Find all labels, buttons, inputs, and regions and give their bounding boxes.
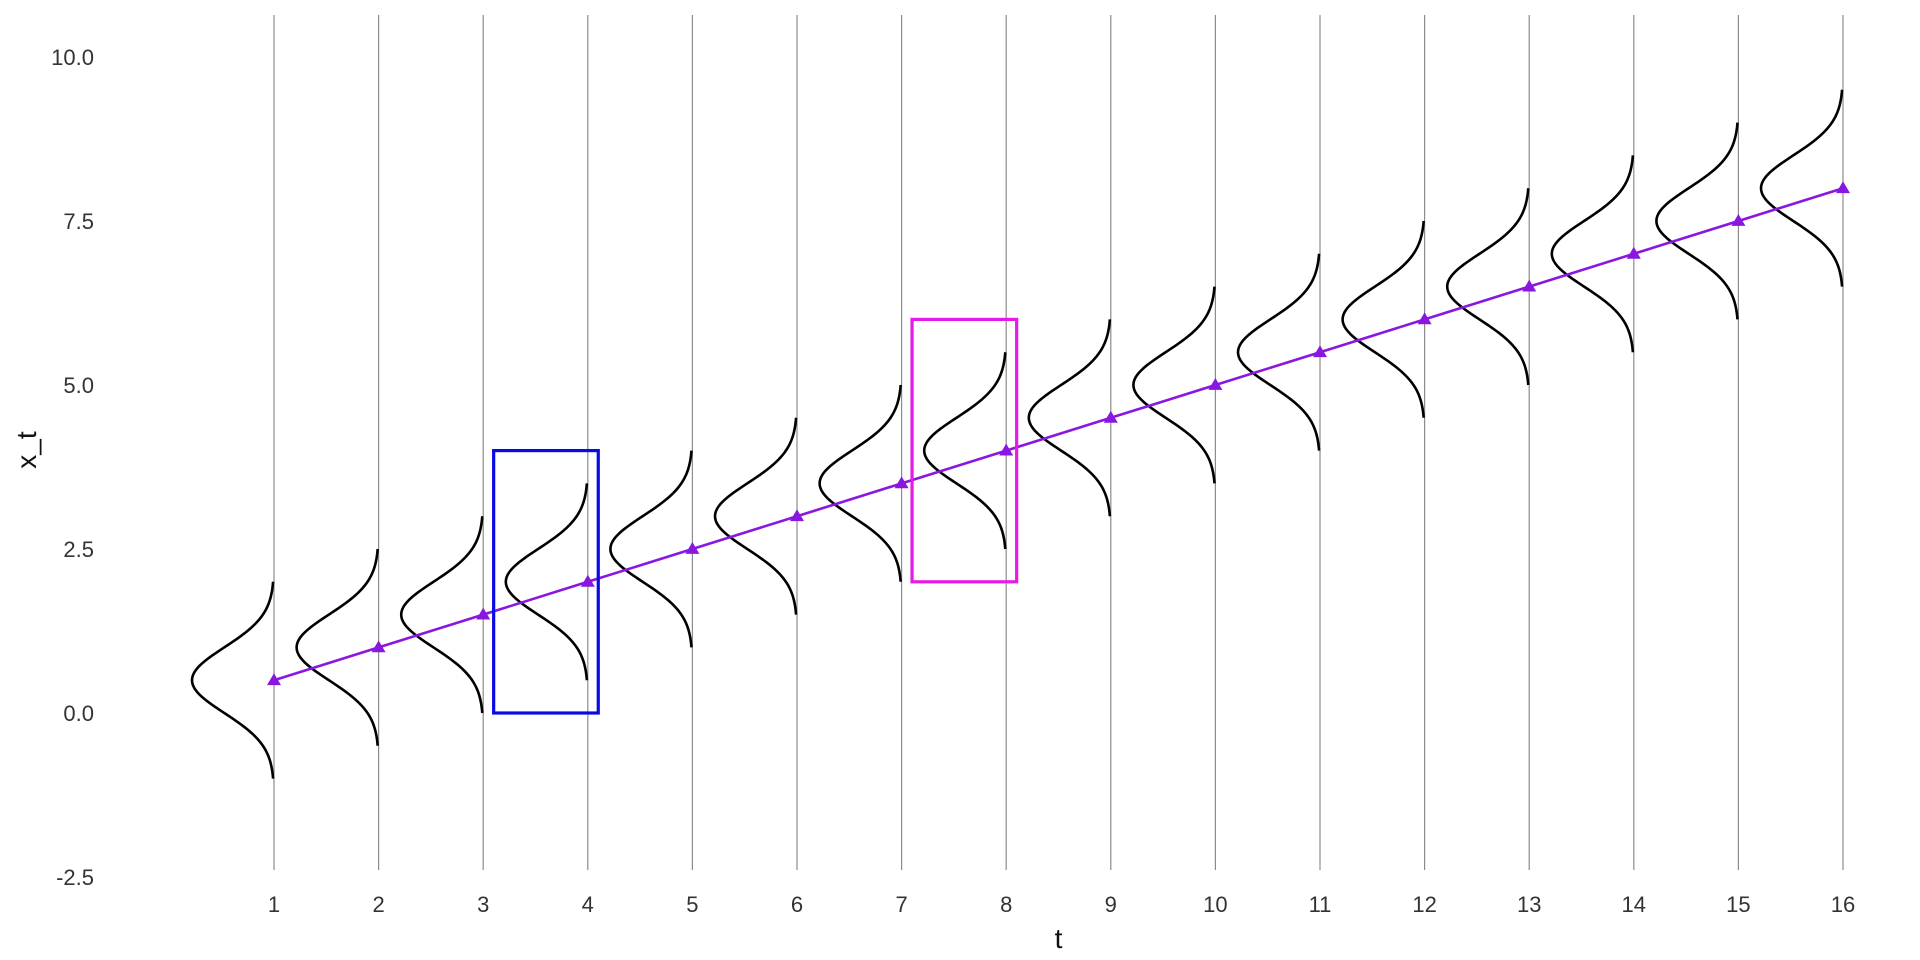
x-tick-labels: 1 2 3 4 5 6 7 8 9 10 11 12 13 14 15 16: [268, 892, 1855, 917]
x-tick-label: 5: [686, 892, 698, 917]
x-tick-label: 14: [1622, 892, 1646, 917]
y-tick-label: 5.0: [63, 373, 94, 398]
density-curves: [190, 89, 1844, 779]
series-marker: [1313, 345, 1327, 358]
series-marker: [476, 607, 491, 620]
series-marker: [1836, 181, 1850, 194]
series-marker: [267, 673, 281, 686]
density-curve: [818, 384, 902, 582]
highlight-boxes: [492, 317, 1019, 715]
x-tick-label: 13: [1517, 892, 1541, 917]
x-tick-label: 2: [372, 892, 384, 917]
density-curve: [399, 516, 484, 714]
x-tick-label: 9: [1105, 892, 1117, 917]
x-axis-label: t: [1055, 923, 1063, 954]
x-tick-label: 11: [1309, 892, 1332, 917]
x-tick-label: 16: [1831, 892, 1855, 917]
series-marker: [1208, 378, 1223, 390]
series-marker: [1103, 410, 1118, 423]
series-marker: [1522, 279, 1537, 292]
series-marker: [999, 443, 1014, 456]
x-tick-label: 4: [582, 892, 594, 917]
y-tick-label: 0.0: [63, 701, 94, 726]
series-marker: [580, 574, 595, 587]
density-curve: [1341, 220, 1425, 418]
highlight-box: [910, 317, 1019, 584]
gridlines: [273, 15, 1844, 870]
density-curve: [295, 548, 379, 746]
y-axis-label: x_t: [11, 431, 42, 469]
series-line: [273, 186, 1844, 682]
y-tick-labels: -2.5 0.0 2.5 5.0 7.5 10.0: [51, 45, 94, 890]
density-curve: [1445, 188, 1530, 386]
density-curve: [609, 450, 693, 648]
density-curve: [1132, 286, 1216, 484]
series-marker: [1417, 312, 1432, 325]
y-tick-label: -2.5: [56, 865, 94, 890]
density-curve: [922, 352, 1007, 550]
density-curve: [713, 417, 798, 615]
x-tick-label: 7: [895, 892, 907, 917]
series-marker: [685, 542, 700, 554]
x-tick-label: 6: [791, 892, 803, 917]
density-curve: [190, 581, 275, 779]
density-curve: [1759, 89, 1844, 287]
x-tick-label: 15: [1726, 892, 1750, 917]
highlight-box: [492, 449, 600, 715]
y-tick-label: 2.5: [63, 537, 94, 562]
density-curve: [1027, 319, 1112, 517]
density-curve: [1236, 253, 1321, 451]
series-marker: [1731, 214, 1746, 226]
series: [267, 181, 1850, 686]
series-marker: [371, 640, 386, 653]
x-tick-label: 1: [268, 892, 280, 917]
x-tick-label: 8: [1000, 892, 1012, 917]
y-tick-label: 7.5: [63, 209, 94, 234]
x-tick-label: 12: [1412, 892, 1436, 917]
density-curve: [1550, 155, 1635, 353]
density-curve: [504, 483, 589, 681]
x-tick-label: 3: [477, 892, 489, 917]
series-marker: [894, 476, 909, 489]
series-marker: [790, 509, 804, 522]
y-tick-label: 10.0: [51, 45, 94, 70]
density-curve: [1655, 122, 1739, 320]
series-marker: [1626, 246, 1641, 259]
x-tick-label: 10: [1203, 892, 1227, 917]
